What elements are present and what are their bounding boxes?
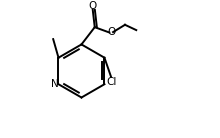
- Text: O: O: [89, 1, 97, 11]
- Text: N: N: [51, 79, 59, 89]
- Text: O: O: [108, 27, 116, 37]
- Text: Cl: Cl: [106, 77, 116, 87]
